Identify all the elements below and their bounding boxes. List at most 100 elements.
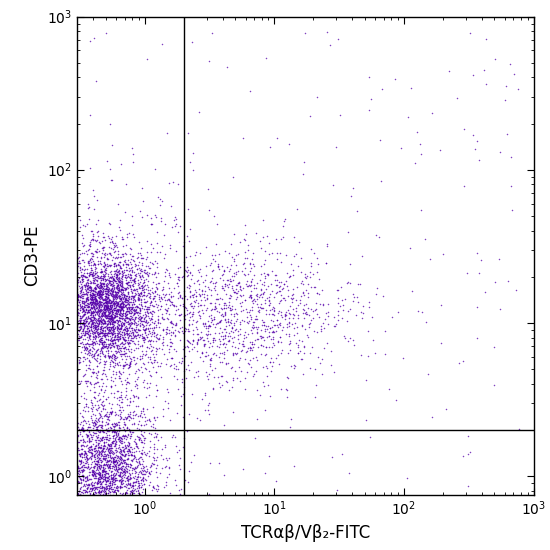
Point [84,431,92,440]
Point [135,447,144,455]
Point [80,355,89,364]
Point [94,310,103,319]
Point [111,474,120,483]
Point [159,338,168,346]
Point [181,302,190,311]
Point [108,253,117,262]
Point [291,306,300,315]
Point [142,333,151,342]
Point [79,306,87,315]
Point [201,390,210,399]
Point [129,292,138,301]
Point [126,490,135,498]
Point [136,314,145,323]
Point [123,307,132,316]
Point [124,442,133,451]
Point [111,380,119,389]
Point [114,252,123,261]
Point [97,414,106,422]
Point [113,284,122,293]
Point [90,270,99,278]
Point [139,473,148,482]
Point [114,320,123,329]
Point [134,238,143,247]
Point [124,299,133,308]
Point [377,85,386,94]
Point [96,426,105,434]
Point [119,302,128,311]
Point [147,323,156,332]
Point [97,479,106,488]
Point [133,307,141,316]
Point [97,312,106,321]
Point [81,296,90,305]
Point [111,258,120,267]
Point [103,290,112,299]
Point [247,291,256,300]
Point [230,310,239,318]
Point [101,314,110,322]
Point [116,482,124,491]
Point [216,371,225,380]
Point [147,421,156,430]
Point [76,348,85,357]
Point [84,200,92,208]
Point [73,432,82,441]
Point [252,295,261,304]
Point [113,466,122,475]
Point [115,333,124,342]
Point [109,329,118,338]
Point [138,302,146,311]
Point [90,328,98,337]
Point [264,331,273,340]
Point [85,484,94,493]
Point [78,294,86,302]
Point [116,276,125,284]
Point [136,449,145,458]
Point [101,274,110,283]
Point [131,260,140,269]
Point [87,295,96,304]
Point [94,311,103,320]
Point [80,320,89,328]
Point [106,250,115,259]
Point [134,454,143,463]
Point [83,425,92,434]
Point [103,317,112,326]
Point [121,249,130,257]
Point [170,345,179,354]
Point [96,469,104,477]
Point [94,455,102,464]
Point [125,264,134,273]
Point [129,310,138,318]
Point [146,347,155,356]
Point [116,489,124,498]
Point [174,445,183,454]
Point [138,442,147,451]
Point [73,284,81,293]
Point [118,277,127,286]
Point [77,445,86,454]
Point [111,283,120,292]
Point [75,456,84,465]
Point [182,253,191,262]
Point [111,445,120,454]
Point [95,290,104,299]
Point [310,327,318,336]
Point [87,295,96,304]
Point [108,322,117,331]
Point [141,346,150,355]
Point [116,424,125,432]
Point [113,426,122,435]
Point [100,469,109,478]
Point [266,324,274,333]
Point [135,490,144,499]
Point [126,474,135,482]
Point [79,458,87,466]
Point [229,312,238,321]
Point [79,342,88,350]
Point [115,261,124,270]
Point [107,337,116,345]
Point [109,324,118,333]
Point [146,292,155,300]
